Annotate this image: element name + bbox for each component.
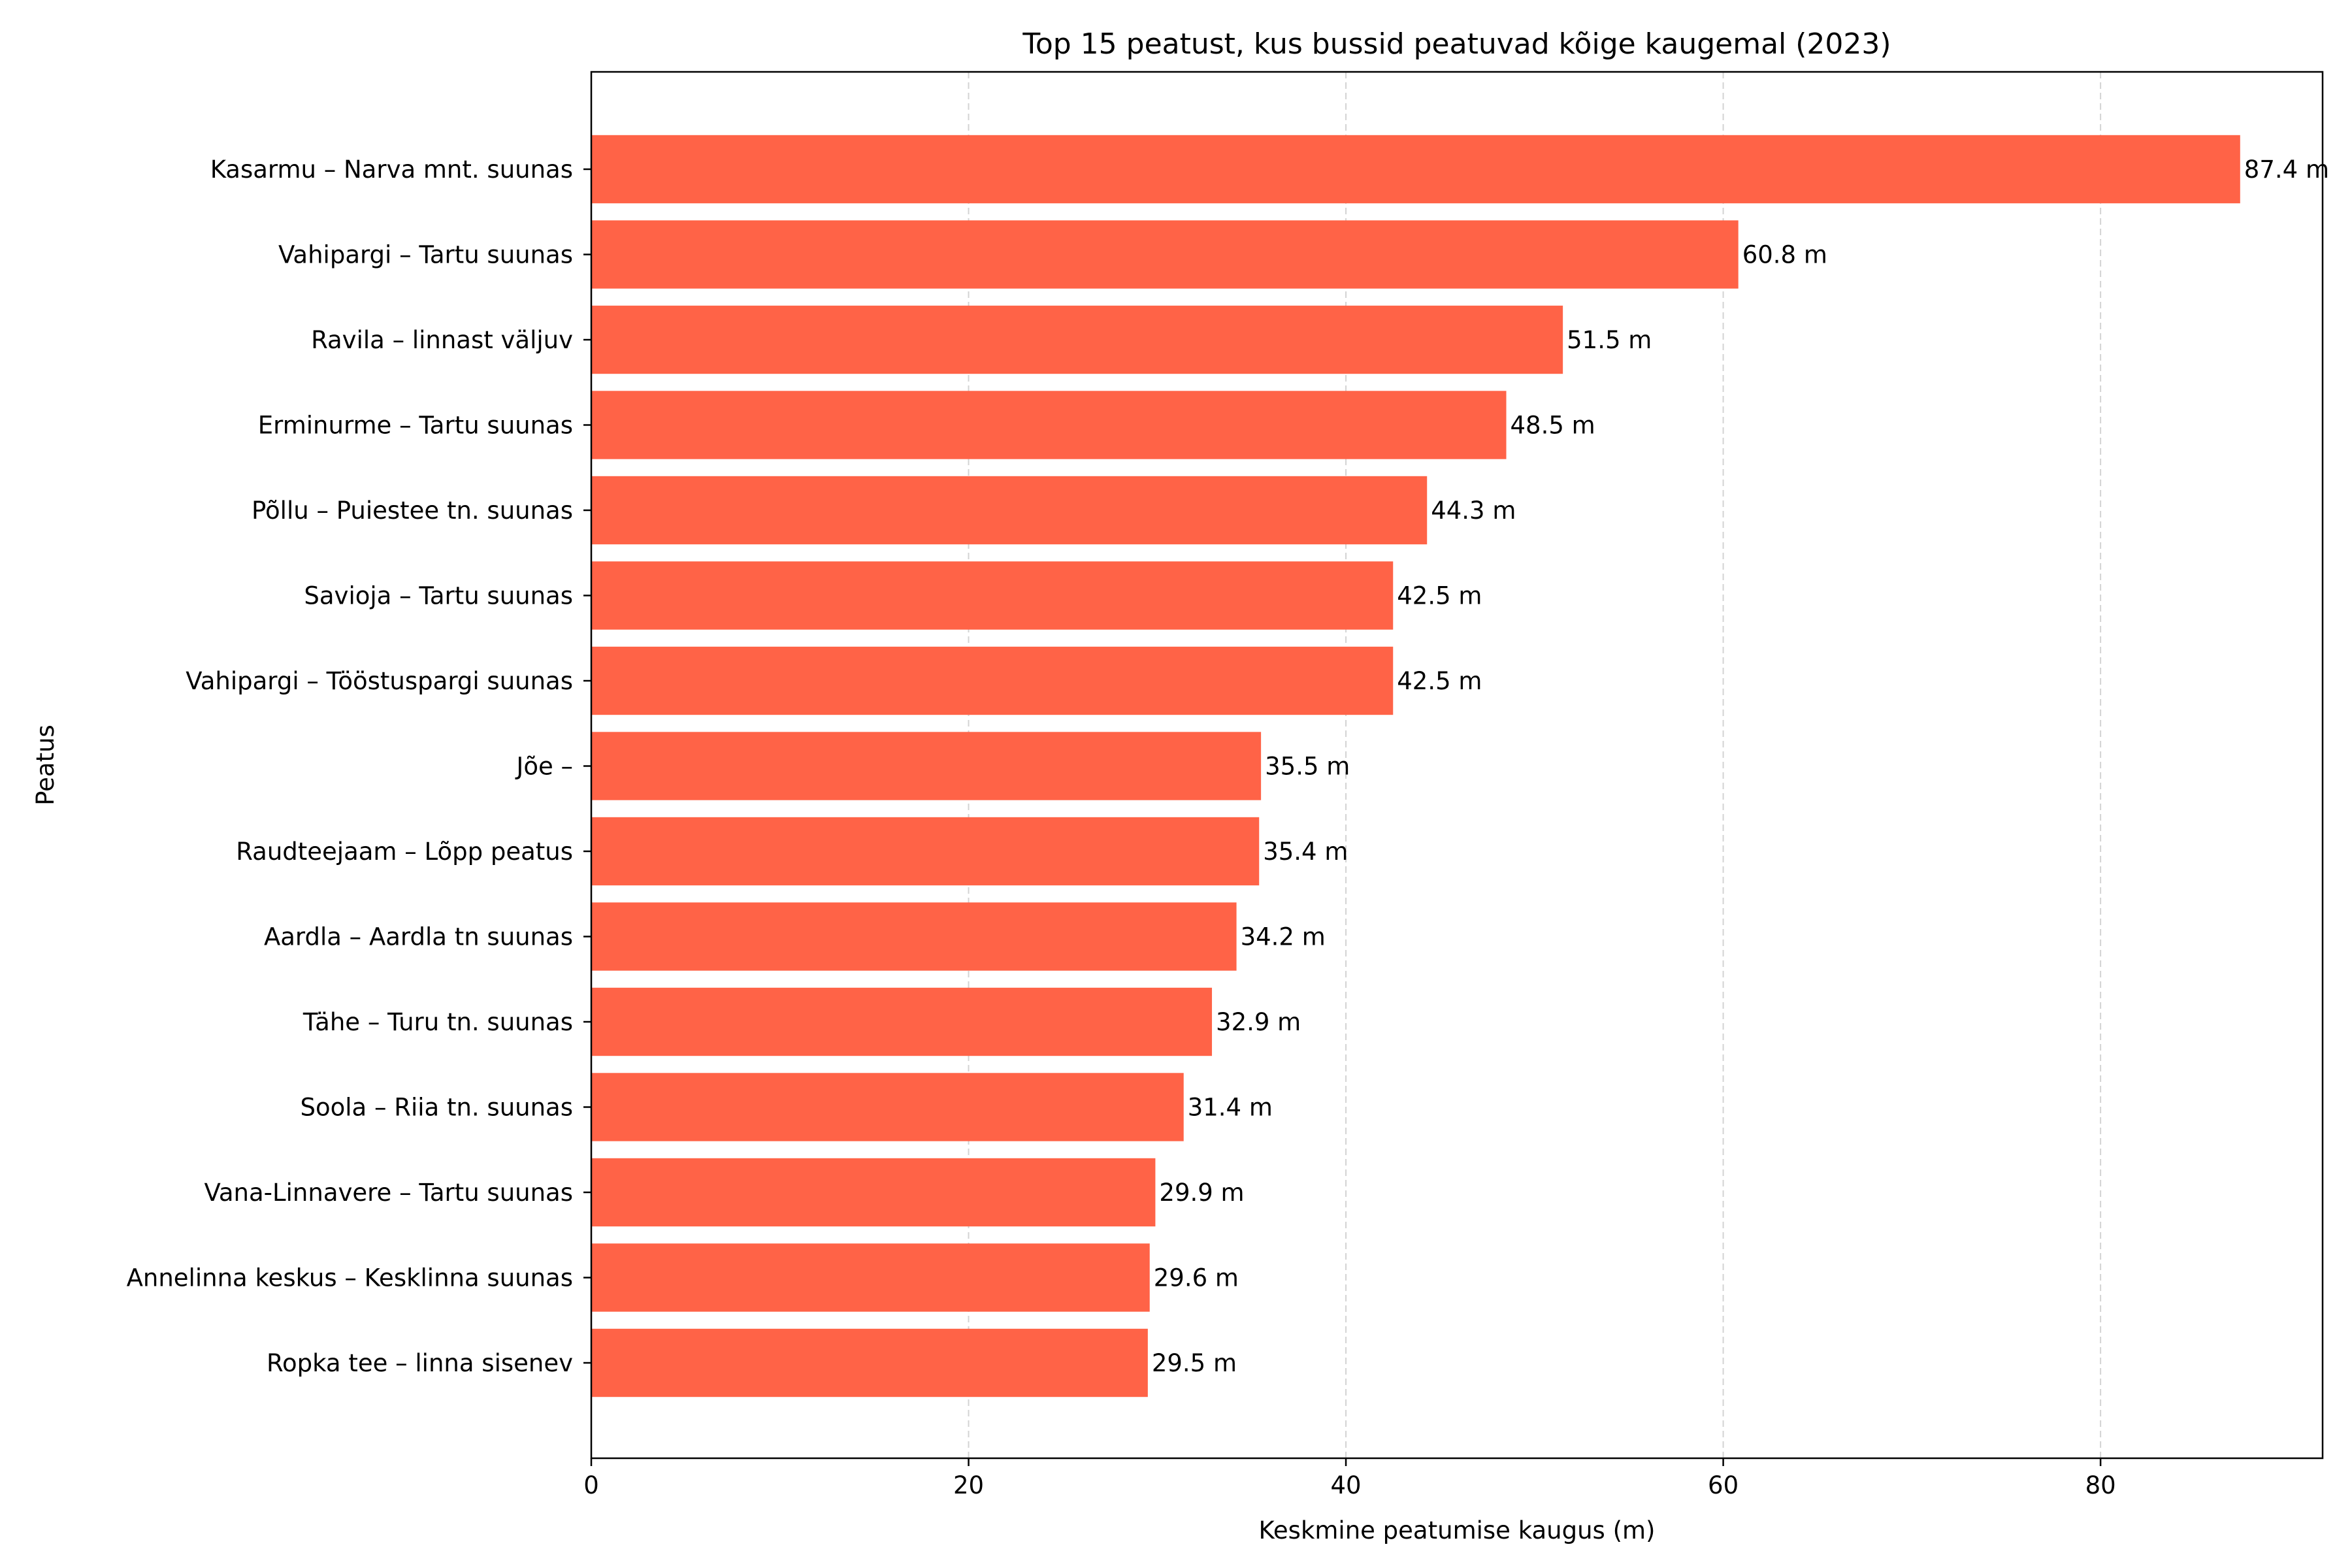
y-tick-label: Tähe – Turu tn. suunas <box>302 1008 573 1036</box>
bars-layer <box>591 135 2240 1397</box>
bar <box>591 987 1213 1056</box>
bar <box>591 561 1394 630</box>
bar <box>591 646 1394 715</box>
bar-value-label: 60.8 m <box>1742 241 1827 269</box>
y-tick-label: Vana-Linnavere – Tartu suunas <box>204 1179 573 1207</box>
y-tick-label: Ropka tee – linna sisenev <box>267 1349 573 1377</box>
y-tick-label: Ravila – linnast väljuv <box>311 326 573 354</box>
y-tick-label: Erminurme – Tartu suunas <box>258 412 573 440</box>
bar-value-label: 44.3 m <box>1431 497 1516 525</box>
y-tick-label: Raudteejaam – Lõpp peatus <box>236 838 573 866</box>
y-tick-label: Vahipargi – Tartu suunas <box>278 241 573 269</box>
x-tick-label: 60 <box>1708 1471 1739 1499</box>
bar <box>591 476 1428 545</box>
bar-value-label: 31.4 m <box>1188 1094 1273 1122</box>
plot-frame <box>590 71 2324 1460</box>
bar-value-label: 42.5 m <box>1397 667 1482 695</box>
bar <box>591 817 1260 886</box>
y-tick-label: Aardla – Aardla tn suunas <box>264 923 573 951</box>
bar <box>591 732 1262 800</box>
bar <box>591 1158 1156 1227</box>
bar-value-label: 34.2 m <box>1241 923 1326 951</box>
y-tick-label: Savioja – Tartu suunas <box>304 582 573 610</box>
x-axis-label: Keskmine peatumise kaugus (m) <box>1259 1516 1656 1544</box>
y-tick-label: Põllu – Puiestee tn. suunas <box>252 497 573 525</box>
value-labels: 87.4 m 60.8 m 51.5 m 48.5 m 44.3 m 42.5 m 42.5… <box>1152 155 2329 1377</box>
bar <box>591 220 1739 289</box>
bar <box>591 305 1563 374</box>
bar <box>591 1073 1184 1141</box>
y-tick-label: Jõe – <box>515 753 573 781</box>
y-tick-label: Kasarmu – Narva mnt. suunas <box>210 155 573 184</box>
y-axis-ticks: Kasarmu – Narva mnt. suunas Vahipargi – T… <box>127 155 591 1377</box>
y-tick-label: Annelinna keskus – Kesklinna suunas <box>127 1264 573 1292</box>
bar-value-label: 35.5 m <box>1265 753 1350 781</box>
bar-value-label: 29.9 m <box>1159 1179 1244 1207</box>
bar-value-label: 42.5 m <box>1397 582 1482 610</box>
bar <box>591 1328 1148 1397</box>
x-axis-ticks: 0 20 40 60 80 <box>583 1458 2116 1499</box>
bar-value-label: 87.4 m <box>2244 155 2329 184</box>
bar <box>591 135 2240 204</box>
bar-value-label: 29.5 m <box>1152 1349 1237 1377</box>
y-tick-label: Vahipargi – Tööstuspargi suunas <box>186 667 573 695</box>
y-axis-label: Peatus <box>31 725 59 806</box>
x-tick-label: 40 <box>1331 1471 1362 1499</box>
bar-value-label: 29.6 m <box>1154 1264 1239 1292</box>
bar-value-label: 35.4 m <box>1263 838 1348 866</box>
chart-title: Top 15 peatust, kus bussid peatuvad kõig… <box>1022 27 1891 61</box>
x-tick-label: 80 <box>2085 1471 2116 1499</box>
bar-value-label: 51.5 m <box>1567 326 1652 354</box>
y-tick-label: Soola – Riia tn. suunas <box>301 1094 574 1122</box>
bar <box>591 902 1237 971</box>
x-tick-label: 0 <box>583 1471 599 1499</box>
bar-value-label: 32.9 m <box>1216 1008 1301 1036</box>
bar <box>591 1243 1150 1312</box>
bar-value-label: 48.5 m <box>1511 412 1595 440</box>
bar <box>591 391 1507 459</box>
x-tick-label: 20 <box>953 1471 984 1499</box>
